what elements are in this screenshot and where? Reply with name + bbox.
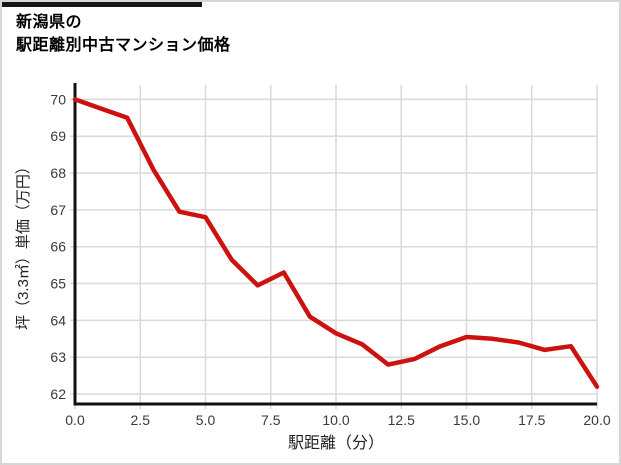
x-tick-label: 15.0 [453,412,480,428]
y-tick-label: 62 [50,386,66,402]
chart-title: 新潟県の駅距離別中古マンション価格 [16,11,619,57]
x-tick-label: 20.0 [583,412,610,428]
x-tick-label: 0.0 [65,412,85,428]
x-tick-label: 7.5 [261,412,281,428]
line-chart: 0.0 2.5 5.0 7.5 10.0 12.5 15.0 17.5 20.0 70 69 68 67… [15,83,611,452]
x-axis-label: 駅距離（分） [288,434,384,452]
y-tick-label: 70 [50,91,66,107]
y-tick-label: 63 [50,349,66,365]
x-tick-label: 10.0 [322,412,349,428]
top-accent-bar [2,2,202,7]
y-tick-label: 67 [50,202,66,218]
y-tick-label: 69 [50,128,66,144]
y-tick-label: 65 [50,276,66,292]
y-axis-label: 坪（3.3㎡）単価（万円） [15,159,32,330]
y-tick-label: 66 [50,239,66,255]
x-tick-label: 17.5 [518,412,545,428]
y-tick-label: 68 [50,165,66,181]
price-line [72,97,600,389]
x-tick-label: 2.5 [131,412,151,428]
title-line-1: 新潟県の [16,14,83,31]
title-line-2: 駅距離別中古マンション価格 [16,37,231,54]
x-tick-label: 5.0 [196,412,216,428]
y-tick-label: 64 [50,312,66,328]
x-tick-label: 12.5 [388,412,415,428]
